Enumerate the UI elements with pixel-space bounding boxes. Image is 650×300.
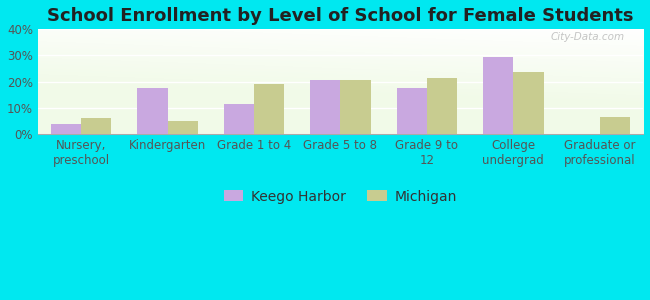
Bar — [310, 80, 341, 134]
Bar — [224, 104, 254, 134]
Bar — [514, 73, 543, 134]
Title: School Enrollment by Level of School for Female Students: School Enrollment by Level of School for… — [47, 7, 634, 25]
Bar — [254, 84, 284, 134]
Bar — [51, 124, 81, 134]
Bar — [600, 117, 630, 134]
Bar — [427, 78, 457, 134]
Bar — [137, 88, 168, 134]
Bar — [168, 121, 198, 134]
Bar — [81, 118, 111, 134]
Text: City-Data.com: City-Data.com — [551, 32, 625, 42]
Bar — [483, 57, 514, 134]
Bar — [341, 80, 370, 134]
Legend: Keego Harbor, Michigan: Keego Harbor, Michigan — [218, 185, 463, 210]
Bar — [396, 88, 427, 134]
